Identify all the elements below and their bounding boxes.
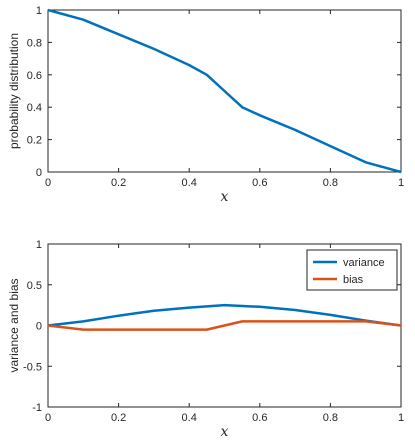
x-axis-label: x <box>221 424 229 440</box>
legend-box <box>306 249 398 291</box>
legend-label-variance: variance <box>343 257 385 269</box>
x-tick-label: 1 <box>398 412 404 424</box>
y-tick-label: -1 <box>32 402 42 414</box>
series-line-variance <box>47 303 402 327</box>
y-tick-label: 0.4 <box>27 102 42 114</box>
x-tick-label: 0.2 <box>111 177 126 189</box>
x-tick-label: 1 <box>398 177 404 189</box>
top-plot: 0 0.2 0.4 0.6 0.8 1 0 0.2 0.4 0.6 0.8 1 x probability… <box>7 5 404 205</box>
y-tick-label: 0.8 <box>27 37 42 49</box>
bottom-plot: 0 0.2 0.4 0.6 0.8 1 -1 -0.5 0 0.5 1 x variance and b… <box>7 239 404 440</box>
series-line-bias <box>47 320 402 331</box>
x-tick-label: 0.4 <box>182 412 197 424</box>
y-tick-label: 1 <box>36 5 42 17</box>
legend: variance bias <box>306 249 398 291</box>
y-tick-label: 0.6 <box>27 70 42 82</box>
y-axis-label: probability distribution <box>7 33 21 149</box>
series-line-series-0 <box>47 8 402 174</box>
y-tick-label: 0 <box>36 167 42 179</box>
x-tick-label: 0.4 <box>182 177 197 189</box>
y-axis-label: variance and bias <box>7 278 21 372</box>
x-axis-label: x <box>221 189 229 205</box>
plot-area-frame <box>47 9 402 173</box>
x-tick-label: 0.2 <box>111 412 126 424</box>
y-tick-label: 0.2 <box>27 135 42 147</box>
x-tick-label: 0.6 <box>252 177 267 189</box>
x-tick-label: 0 <box>45 412 51 424</box>
x-tick-label: 0.8 <box>323 177 338 189</box>
x-tick-label: 0 <box>45 177 51 189</box>
y-tick-label: 0 <box>36 321 42 333</box>
x-tick-label: 0.8 <box>323 412 338 424</box>
y-tick-label: 1 <box>36 239 42 251</box>
x-tick-label: 0.6 <box>252 412 267 424</box>
legend-label-bias: bias <box>343 274 364 286</box>
y-tick-label: 0.5 <box>27 280 42 292</box>
y-tick-label: -0.5 <box>23 361 42 373</box>
